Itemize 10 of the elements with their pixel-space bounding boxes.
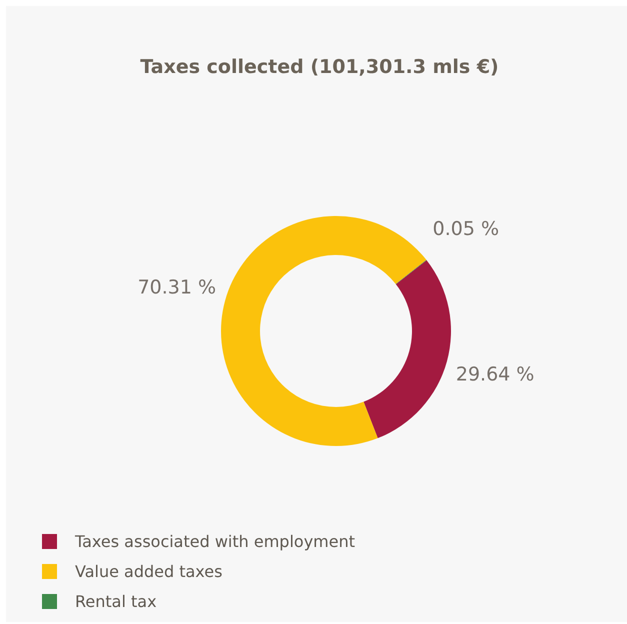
- legend-label: Rental tax: [75, 592, 157, 610]
- chart-title: Taxes collected (101,301.3 mls €): [139, 56, 500, 78]
- donut-slice: [221, 216, 426, 446]
- legend-label: Taxes associated with employment: [75, 532, 356, 550]
- data-label: 0.05 %: [432, 218, 500, 240]
- donut-slice: [396, 260, 427, 284]
- data-label: 70.31 %: [138, 276, 216, 299]
- data-label: 29.64 %: [456, 364, 534, 386]
- legend-label: Value added taxes: [75, 562, 222, 580]
- donut-slice: [364, 260, 451, 438]
